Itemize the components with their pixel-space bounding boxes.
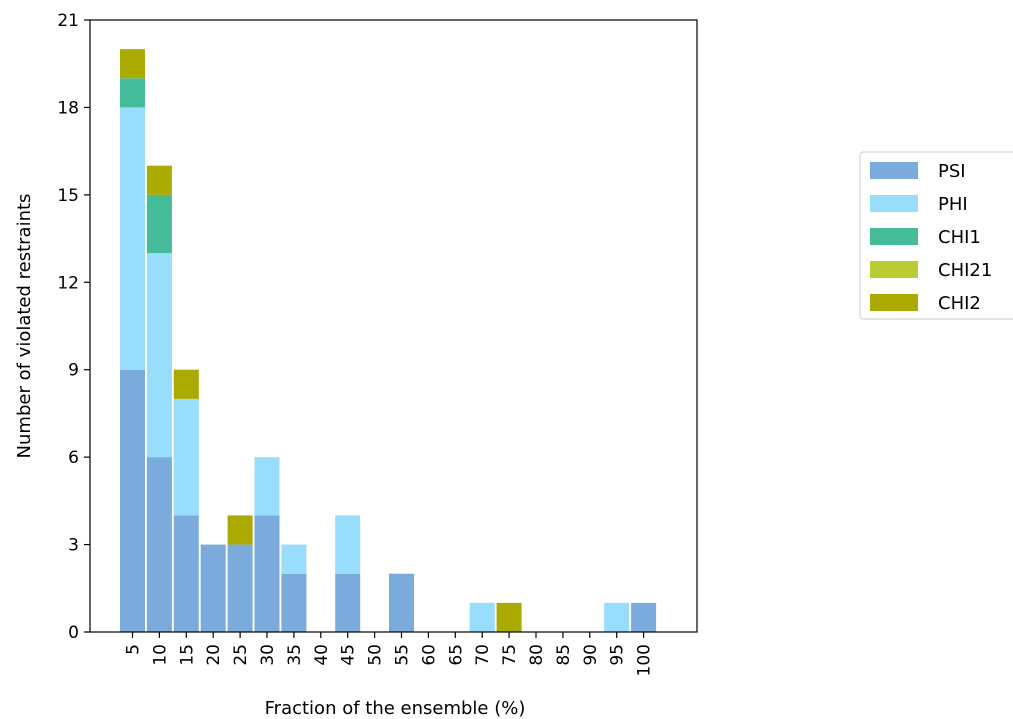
y-axis-title: Number of violated restraints xyxy=(14,194,35,459)
bar-segment xyxy=(631,602,657,632)
x-tick-label: 95 xyxy=(608,644,628,666)
bar-segment xyxy=(254,457,280,516)
legend-label: PSI xyxy=(938,161,966,182)
y-tick-label: 6 xyxy=(68,448,79,468)
bar-segment xyxy=(335,573,361,632)
bar-segment xyxy=(281,573,307,632)
legend-label: PHI xyxy=(938,194,968,215)
bar-segment xyxy=(120,107,145,370)
bar-segment xyxy=(146,253,172,458)
y-tick-label: 3 xyxy=(68,536,79,556)
x-tick-label: 70 xyxy=(473,644,493,666)
legend-swatch xyxy=(870,228,918,245)
x-tick-label: 65 xyxy=(446,644,466,666)
x-tick-label: 35 xyxy=(285,644,305,666)
bar-segment xyxy=(173,515,199,632)
x-tick-label: 5 xyxy=(124,644,144,655)
bar-segment xyxy=(496,602,522,632)
legend-swatch xyxy=(870,162,918,179)
bar-segment xyxy=(469,602,495,632)
plot-frame xyxy=(89,19,698,633)
bar-segment xyxy=(227,544,253,632)
x-tick-label: 25 xyxy=(231,644,251,666)
y-tick-label: 18 xyxy=(57,98,79,118)
legend: PSI PHI CHI1 CHI21 CHI2 xyxy=(859,151,1013,320)
y-tick-label: 21 xyxy=(57,11,79,31)
bar-segment xyxy=(281,544,307,574)
legend-swatch xyxy=(870,195,918,212)
bar-segment xyxy=(120,369,145,632)
x-tick-label: 100 xyxy=(635,644,655,676)
y-axis: 0 3 6 9 12 15 18 21 xyxy=(57,11,90,643)
bar-segment xyxy=(146,457,172,632)
x-tick-label: 75 xyxy=(500,644,520,666)
y-tick-label: 0 xyxy=(68,623,79,643)
bar-segment xyxy=(335,515,361,574)
y-tick-label: 15 xyxy=(57,186,79,206)
bar-segment xyxy=(604,602,630,632)
x-tick-label: 50 xyxy=(366,644,386,666)
x-tick-label: 90 xyxy=(581,644,601,666)
bar-segment xyxy=(389,573,414,632)
legend-swatch xyxy=(870,261,918,278)
x-tick-label: 10 xyxy=(150,644,170,666)
bar-segment xyxy=(254,515,280,632)
y-tick-label: 9 xyxy=(68,361,79,381)
legend-label: CHI21 xyxy=(938,260,992,281)
x-tick-label: 60 xyxy=(419,644,439,666)
legend-label: CHI1 xyxy=(938,227,981,248)
legend-label: CHI2 xyxy=(938,293,981,314)
x-tick-label: 40 xyxy=(312,644,332,666)
x-axis: 5 10 15 20 25 30 35 40 45 50 55 60 65 70 75 80 85 90 95 100 xyxy=(124,632,655,676)
bar-segment xyxy=(173,398,199,516)
x-tick-label: 80 xyxy=(527,644,547,666)
bar-segment xyxy=(120,78,145,108)
x-tick-label: 20 xyxy=(204,644,224,666)
bars-layer xyxy=(120,49,657,632)
bar-segment xyxy=(227,515,253,545)
x-tick-label: 30 xyxy=(258,644,278,666)
x-axis-title: Fraction of the ensemble (%) xyxy=(265,698,526,719)
x-tick-label: 45 xyxy=(339,644,359,666)
y-tick-label: 12 xyxy=(57,273,79,293)
bar-segment xyxy=(173,369,199,399)
bar-segment xyxy=(200,544,226,632)
bar-segment xyxy=(146,194,172,254)
legend-swatch xyxy=(870,294,918,311)
x-tick-label: 55 xyxy=(393,644,413,666)
bar-segment xyxy=(146,165,172,195)
x-tick-label: 15 xyxy=(177,644,197,666)
x-tick-label: 85 xyxy=(554,644,574,666)
bar-segment xyxy=(120,49,145,79)
